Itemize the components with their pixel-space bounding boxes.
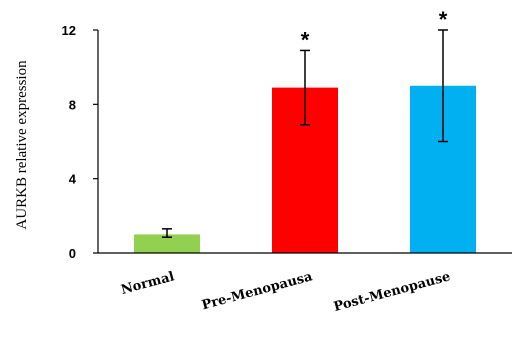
x-axis-categories: Normal Pre-Menopausa Post-Menopause [119,269,452,315]
x-category-label: Post-Menopause [332,269,452,315]
y-tick-label: 0 [69,246,76,261]
y-axis-ticks: 0 4 8 12 [62,23,98,261]
significance-markers: ** [301,7,448,52]
x-category-label: Normal [119,269,176,298]
error-bars-group [162,29,448,238]
y-tick-label: 8 [69,97,76,112]
significance-star: * [439,7,448,32]
y-tick-label: 12 [62,23,76,38]
significance-star: * [301,27,310,52]
y-tick-label: 4 [69,172,77,187]
x-category-label: Pre-Menopausa [200,269,314,313]
y-axis-label: AURKB relative expression [14,60,30,230]
bar [134,234,200,253]
